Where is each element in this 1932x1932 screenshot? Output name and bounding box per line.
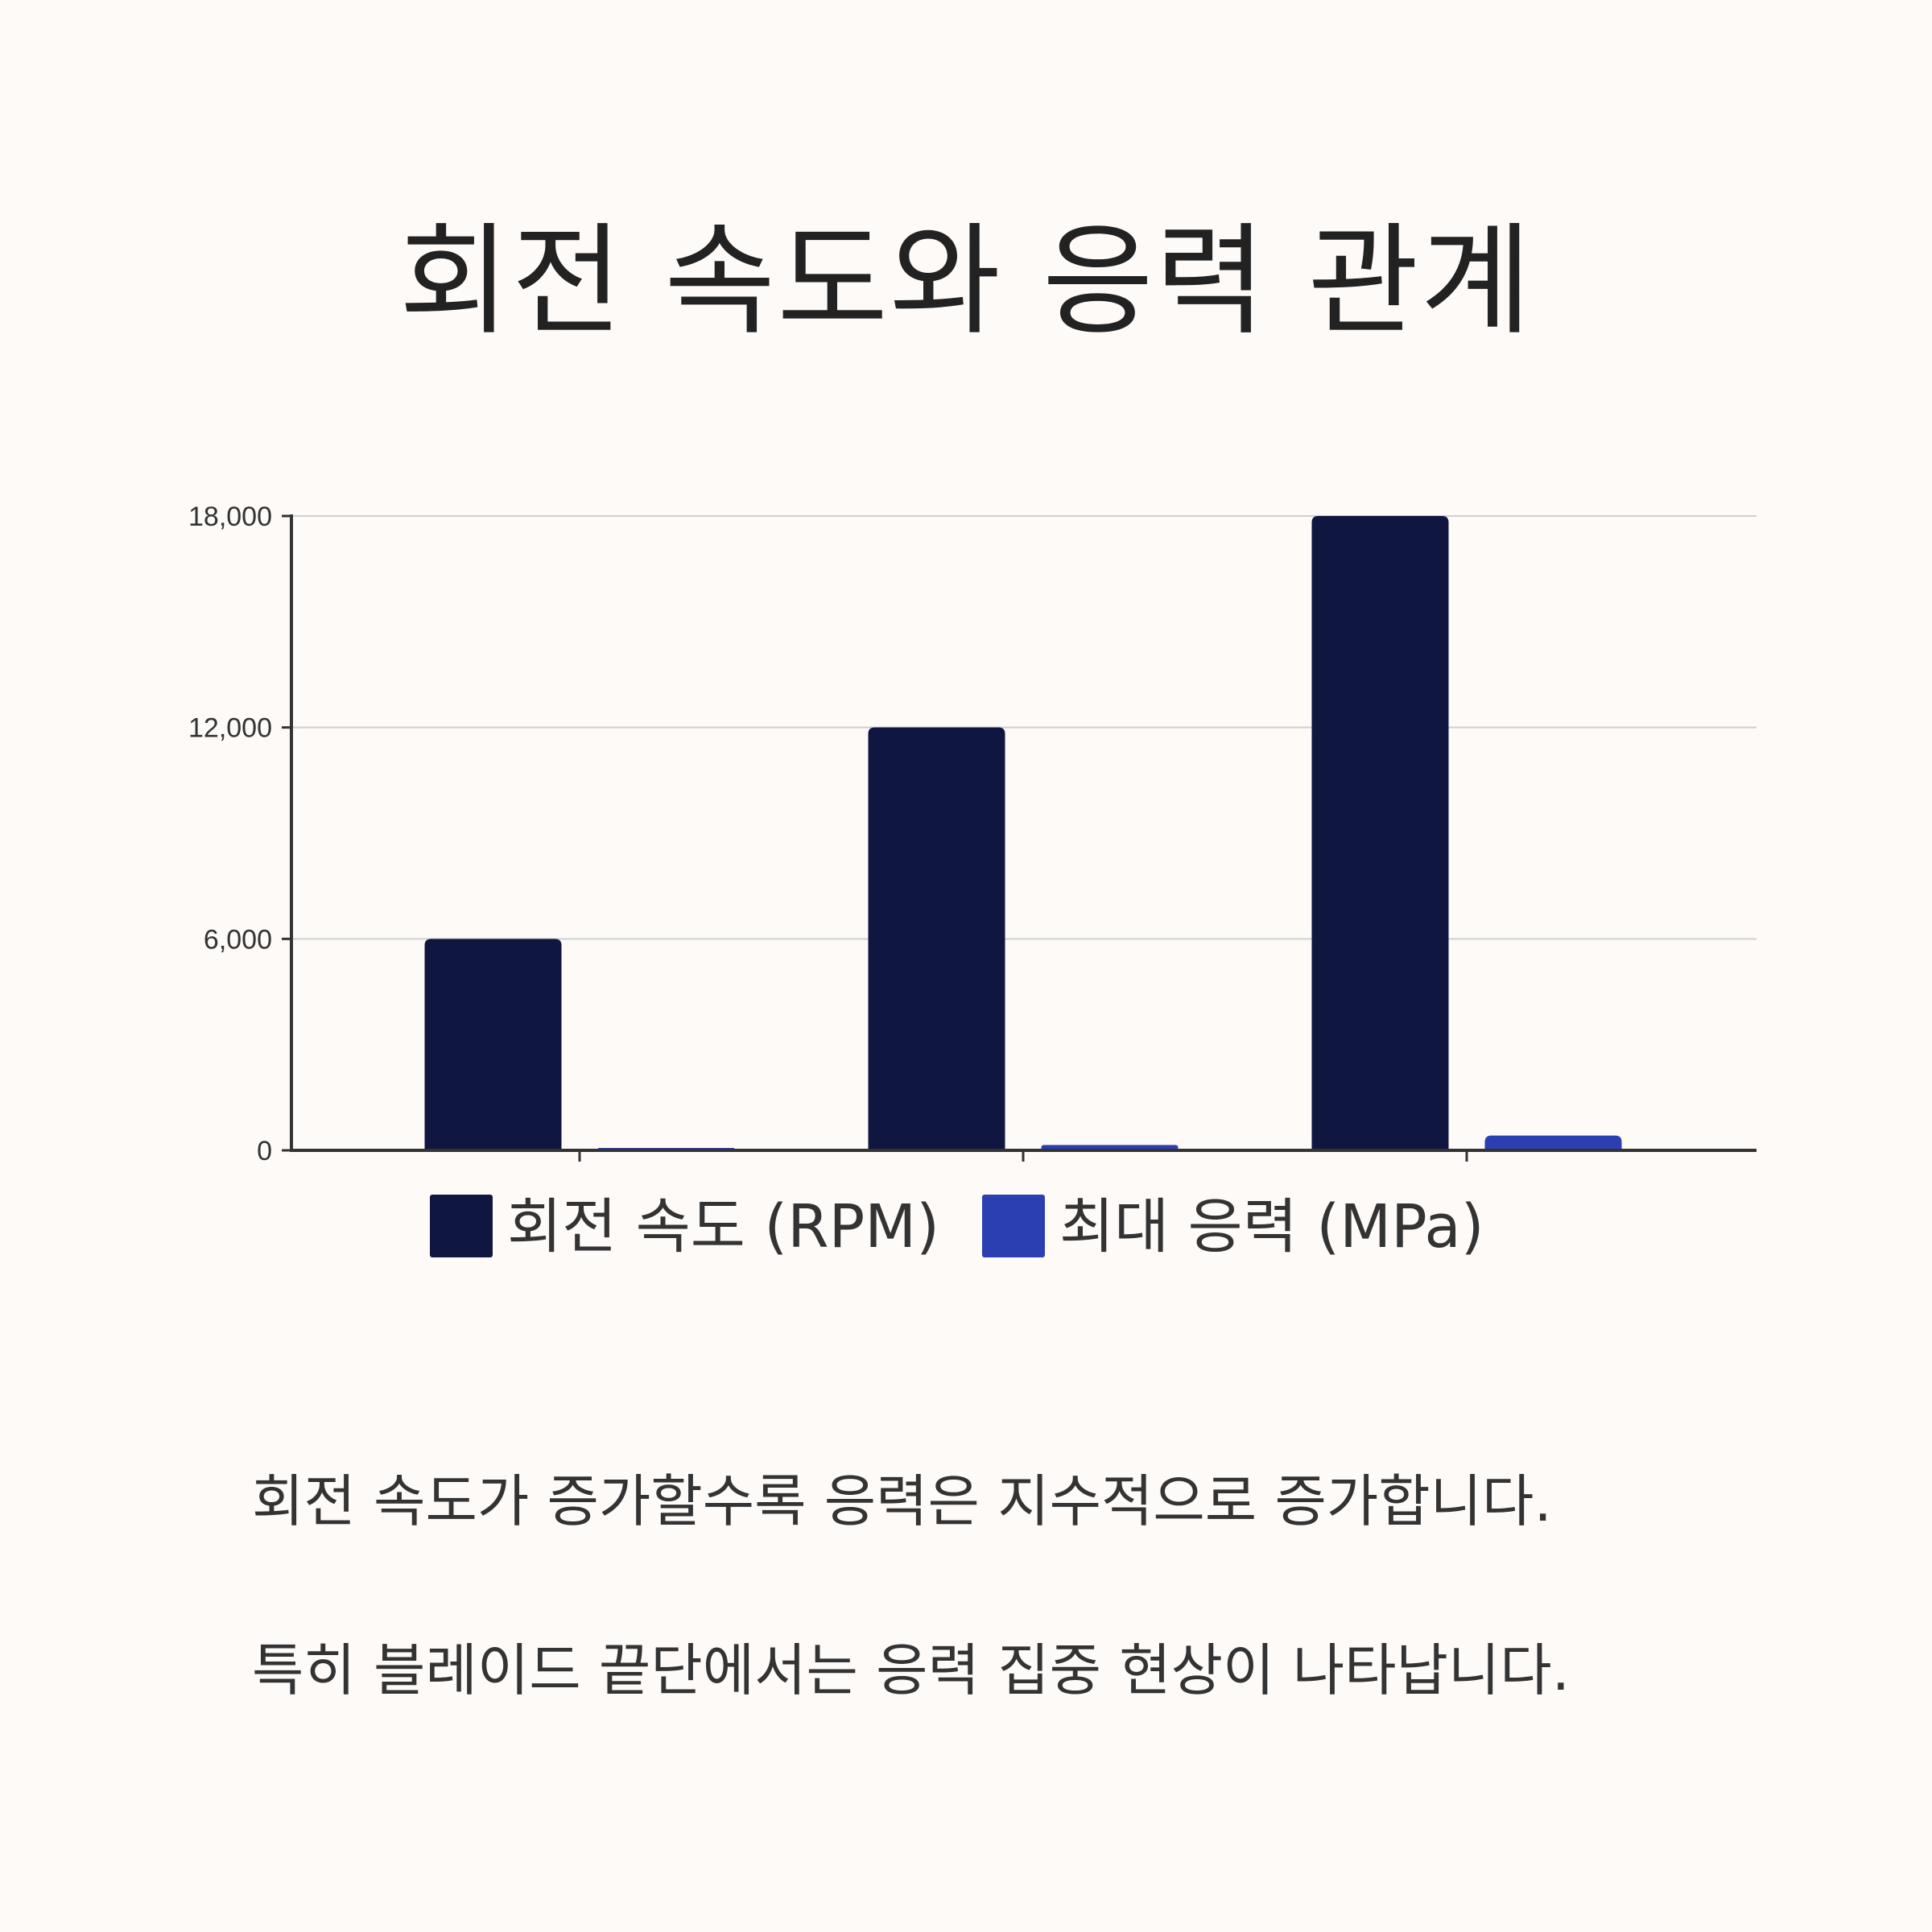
caption-line-2: 특히 블레이드 끝단에서는 응력 집중 현상이 나타납니다. (252, 1637, 1570, 1703)
legend-swatch (430, 1195, 493, 1257)
bar-stress (1484, 1135, 1622, 1150)
bar-rpm (1311, 516, 1449, 1150)
y-tick-label: 6,000 (204, 924, 272, 955)
y-tick-label: 0 (257, 1136, 272, 1166)
legend-label: 최대 응력 (MPa) (1059, 1192, 1484, 1261)
legend: 회전 속도 (RPM) 최대 응력 (MPa) (430, 1192, 1484, 1261)
bar-chart: 0 6,000 12,000 18,000 회전 속도 (RPM) 최대 응력 (MPa… (188, 502, 1757, 1261)
bars (424, 516, 1622, 1150)
bar-rpm (424, 939, 562, 1150)
caption-line-1: 회전 속도가 증가할수록 응력은 지수적으로 증가합니다. (252, 1468, 1552, 1534)
axes: 0 6,000 12,000 18,000 (188, 502, 1757, 1166)
y-tick-label: 18,000 (188, 502, 272, 532)
legend-swatch (982, 1195, 1045, 1257)
grid-lines (291, 515, 1757, 940)
y-tick-label: 12,000 (188, 713, 272, 744)
legend-label: 회전 속도 (RPM) (507, 1192, 939, 1261)
bar-rpm (868, 727, 1005, 1150)
page-title: 회전 속도와 응력 관계 (398, 212, 1534, 352)
